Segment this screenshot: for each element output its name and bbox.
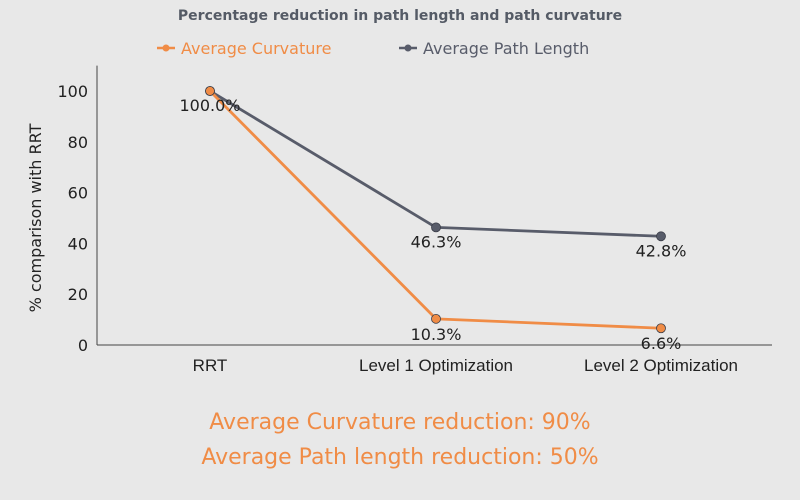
y-tick-label: 20 xyxy=(68,285,88,304)
data-label: 100.0% xyxy=(179,96,240,115)
chart-title: Percentage reduction in path length and … xyxy=(178,8,622,24)
data-point xyxy=(431,222,441,233)
y-tick-label: 0 xyxy=(78,336,88,355)
legend-label: Average Curvature xyxy=(181,39,331,58)
data-label: 42.8% xyxy=(636,241,687,260)
data-point xyxy=(205,86,215,96)
y-tick-label: 100 xyxy=(57,82,88,101)
data-label: 6.6% xyxy=(641,334,682,353)
legend-label: Average Path Length xyxy=(423,39,589,58)
legend-marker xyxy=(162,44,170,52)
data-label: 46.3% xyxy=(411,232,462,251)
y-tick-label: 80 xyxy=(68,133,88,152)
path-length-reduction-note: Average Path length reduction: 50% xyxy=(201,445,599,470)
data-point xyxy=(656,323,666,334)
series-layer xyxy=(205,86,666,334)
y-tick-label: 40 xyxy=(68,234,88,253)
series-line xyxy=(209,90,662,330)
data-labels: 10.3% 6.6% 46.3% 42.8% 100.0% xyxy=(179,96,686,353)
axes: 0 20 40 60 80 100 % comparison with RRT RRT Leve… xyxy=(26,65,772,375)
legend: Average Curvature Average Path Length xyxy=(157,39,589,58)
line-chart: Percentage reduction in path length and … xyxy=(26,8,772,375)
data-point xyxy=(431,313,441,324)
y-tick-label: 60 xyxy=(68,184,88,203)
y-axis-label: % comparison with RRT xyxy=(26,123,45,312)
x-category-label: RRT xyxy=(193,356,228,375)
series-line xyxy=(209,89,662,238)
data-point xyxy=(656,231,666,242)
legend-marker xyxy=(404,44,412,52)
x-category-label: Level 2 Optimization xyxy=(584,356,738,375)
x-category-label: Level 1 Optimization xyxy=(359,356,513,375)
curvature-reduction-note: Average Curvature reduction: 90% xyxy=(209,410,591,435)
data-label: 10.3% xyxy=(411,325,462,344)
